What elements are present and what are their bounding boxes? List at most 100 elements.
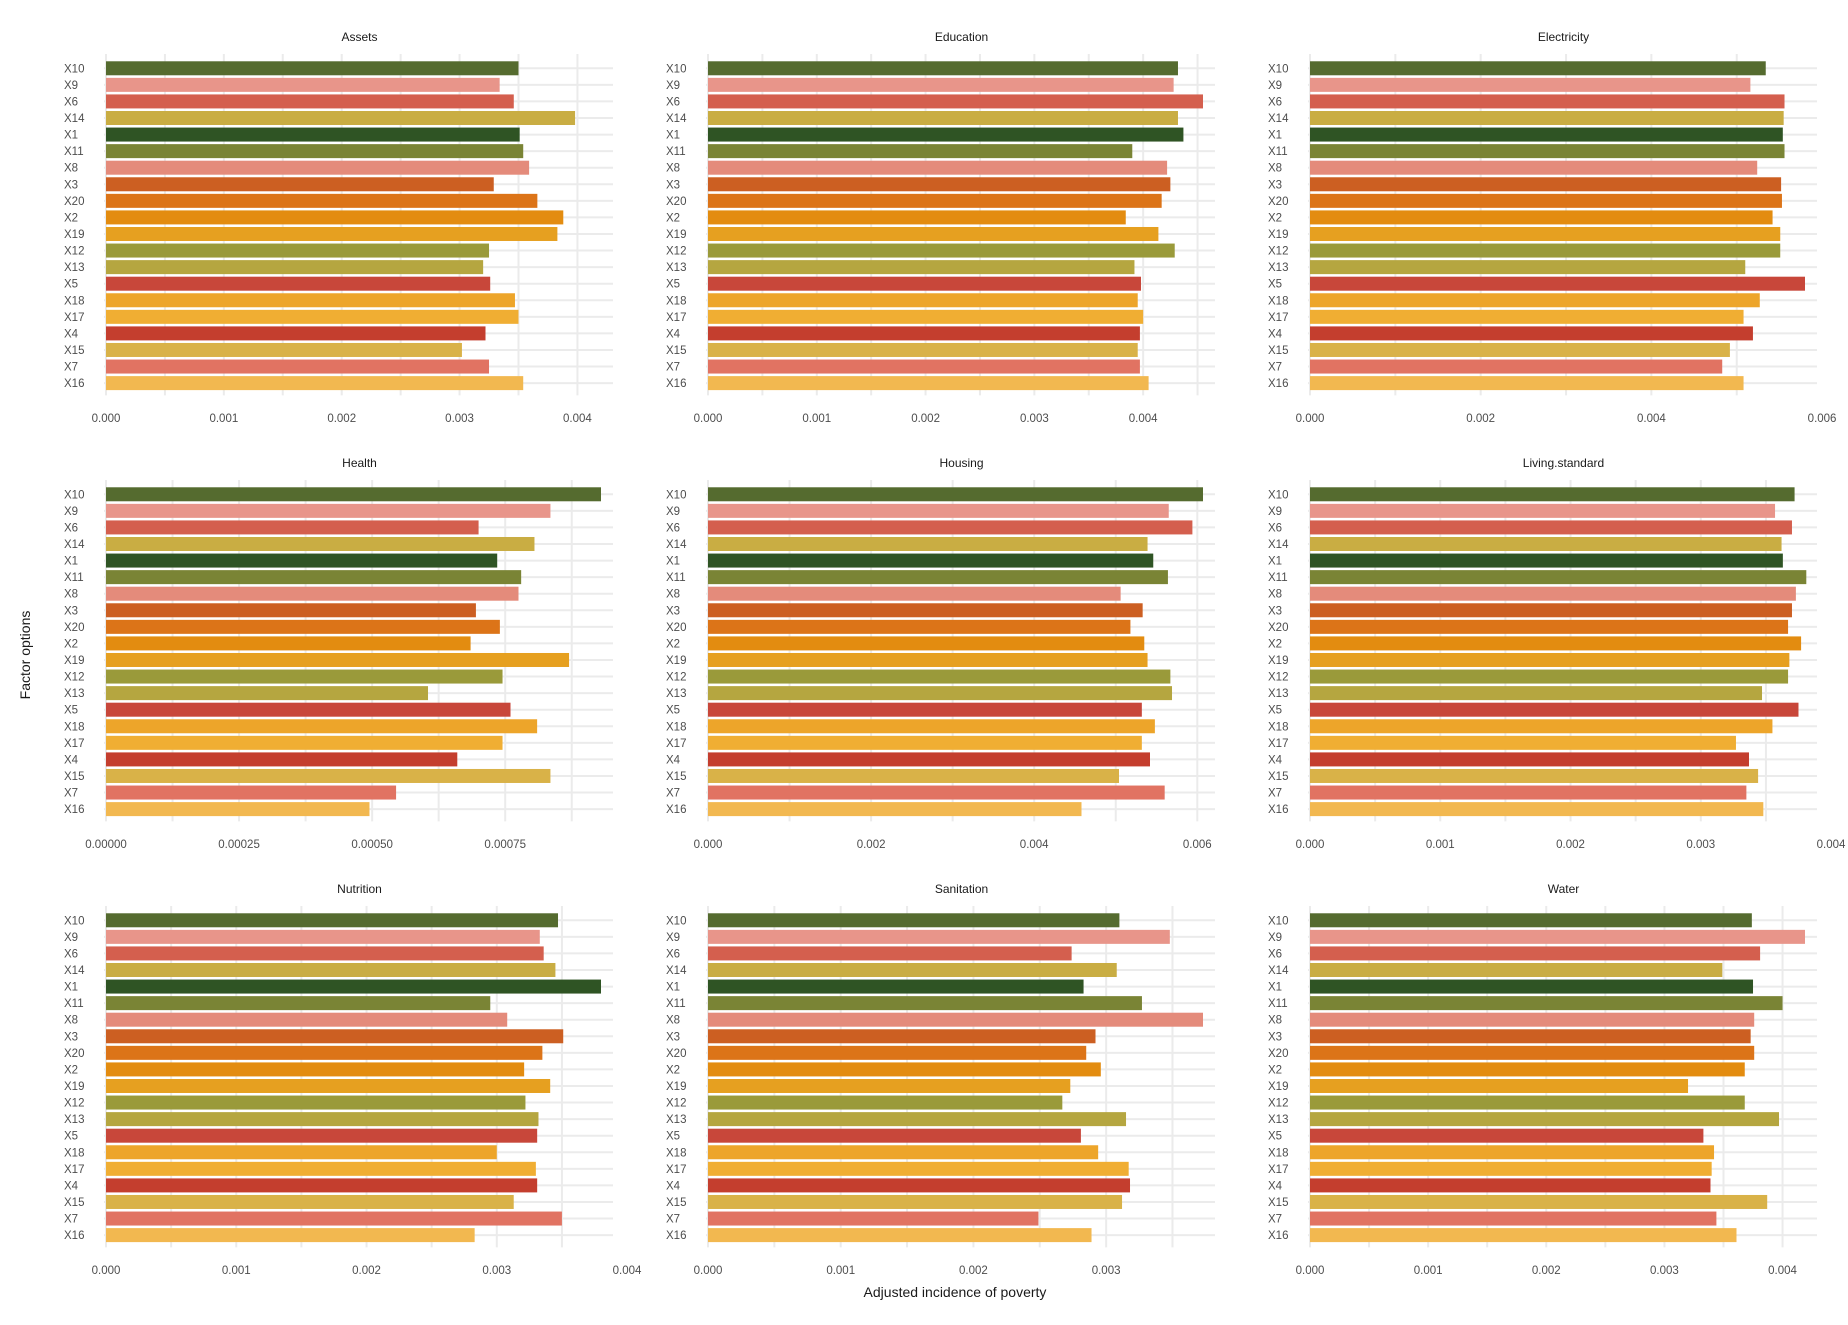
bar-x6 xyxy=(1310,94,1785,109)
x-tick-label: 0.004 xyxy=(613,1265,642,1277)
category-label: X14 xyxy=(1268,965,1289,977)
category-label: X14 xyxy=(1268,539,1289,551)
bar-x20 xyxy=(1310,1045,1755,1060)
x-tick-label: 0.001 xyxy=(222,1265,251,1277)
bar-x10 xyxy=(708,61,1178,76)
category-label: X13 xyxy=(64,688,84,700)
bar-x9 xyxy=(708,77,1174,92)
bar-x11 xyxy=(1310,570,1807,585)
category-label: X10 xyxy=(666,63,686,75)
bar-x4 xyxy=(1310,1178,1711,1193)
category-label: X20 xyxy=(1268,196,1288,208)
x-tick-label: 0.003 xyxy=(1092,1265,1121,1277)
category-label: X19 xyxy=(1268,1081,1288,1093)
bar-x6 xyxy=(1310,946,1761,961)
category-label: X13 xyxy=(1268,1114,1288,1126)
x-tick-label: 0.002 xyxy=(857,839,886,851)
bar-x16 xyxy=(1310,802,1764,817)
bar-x1 xyxy=(1310,553,1783,568)
bar-x2 xyxy=(106,1062,525,1077)
bar-x4 xyxy=(106,752,458,767)
category-label: X3 xyxy=(666,1031,680,1043)
x-tick-label: 0.003 xyxy=(482,1265,511,1277)
x-tick-label: 0.002 xyxy=(352,1265,381,1277)
category-label: X16 xyxy=(64,804,84,816)
x-tick-label: 0.00050 xyxy=(351,839,393,851)
category-label: X18 xyxy=(1268,721,1288,733)
x-tick-label: 0.000 xyxy=(1296,1265,1325,1277)
category-label: X17 xyxy=(64,312,84,324)
bar-x20 xyxy=(106,193,538,208)
category-label: X4 xyxy=(666,754,681,766)
bar-x17 xyxy=(708,1161,1129,1176)
category-label: X5 xyxy=(666,705,680,717)
bar-x8 xyxy=(1310,1012,1755,1027)
bar-x15 xyxy=(1310,1194,1768,1209)
category-label: X4 xyxy=(666,1180,681,1192)
category-label: X1 xyxy=(1268,556,1282,568)
category-label: X16 xyxy=(1268,1230,1288,1242)
bar-x15 xyxy=(1310,768,1759,783)
category-label: X2 xyxy=(1268,638,1282,650)
bar-x18 xyxy=(106,719,538,734)
category-label: X11 xyxy=(666,572,686,584)
bar-x17 xyxy=(106,309,519,324)
bar-x10 xyxy=(106,487,601,502)
bar-x13 xyxy=(106,686,429,701)
bar-x17 xyxy=(708,309,1144,324)
bar-x18 xyxy=(1310,719,1773,734)
x-tick-label: 0.00075 xyxy=(484,839,526,851)
category-label: X8 xyxy=(666,163,680,175)
bar-x15 xyxy=(106,1194,514,1209)
category-label: X1 xyxy=(64,130,78,142)
bar-x16 xyxy=(106,802,370,817)
category-label: X3 xyxy=(64,1031,78,1043)
bar-x13 xyxy=(106,260,484,275)
x-tick-label: 0.001 xyxy=(1426,839,1455,851)
bar-x7 xyxy=(708,785,1165,800)
category-label: X3 xyxy=(64,179,78,191)
bar-x2 xyxy=(1310,210,1773,225)
category-label: X9 xyxy=(666,80,680,92)
category-label: X18 xyxy=(1268,295,1288,307)
category-label: X4 xyxy=(64,1180,79,1192)
category-label: X18 xyxy=(64,721,84,733)
category-label: X7 xyxy=(1268,788,1282,800)
category-label: X1 xyxy=(64,556,78,568)
category-label: X15 xyxy=(1268,345,1288,357)
bar-x3 xyxy=(708,603,1143,618)
bar-x16 xyxy=(106,376,524,391)
bar-x6 xyxy=(708,520,1193,535)
bar-x7 xyxy=(106,359,490,374)
bar-x14 xyxy=(708,110,1178,125)
category-label: X11 xyxy=(666,998,686,1010)
bar-x10 xyxy=(106,913,559,928)
category-label: X12 xyxy=(666,246,686,258)
category-label: X6 xyxy=(666,522,680,534)
category-label: X1 xyxy=(666,556,680,568)
bar-x16 xyxy=(106,1228,475,1243)
bar-x19 xyxy=(106,652,570,667)
bar-x5 xyxy=(106,702,511,717)
bar-x11 xyxy=(106,144,524,159)
category-label: X15 xyxy=(1268,771,1288,783)
bar-x16 xyxy=(708,1228,1092,1243)
category-label: X15 xyxy=(666,345,686,357)
category-label: X12 xyxy=(1268,246,1288,258)
bar-x13 xyxy=(708,260,1135,275)
category-label: X15 xyxy=(666,1197,686,1209)
category-label: X7 xyxy=(666,362,680,374)
category-label: X6 xyxy=(666,96,680,108)
bar-x8 xyxy=(708,586,1121,601)
category-label: X2 xyxy=(666,638,680,650)
bar-x4 xyxy=(106,326,486,341)
x-tick-label: 0.002 xyxy=(959,1265,988,1277)
x-axis-title: Adjusted incidence of poverty xyxy=(864,1284,1047,1300)
bar-x7 xyxy=(708,1211,1039,1226)
bar-x9 xyxy=(1310,503,1776,518)
bar-x18 xyxy=(106,293,515,308)
bar-x6 xyxy=(1310,520,1792,535)
category-label: X9 xyxy=(64,506,78,518)
category-label: X8 xyxy=(1268,589,1282,601)
